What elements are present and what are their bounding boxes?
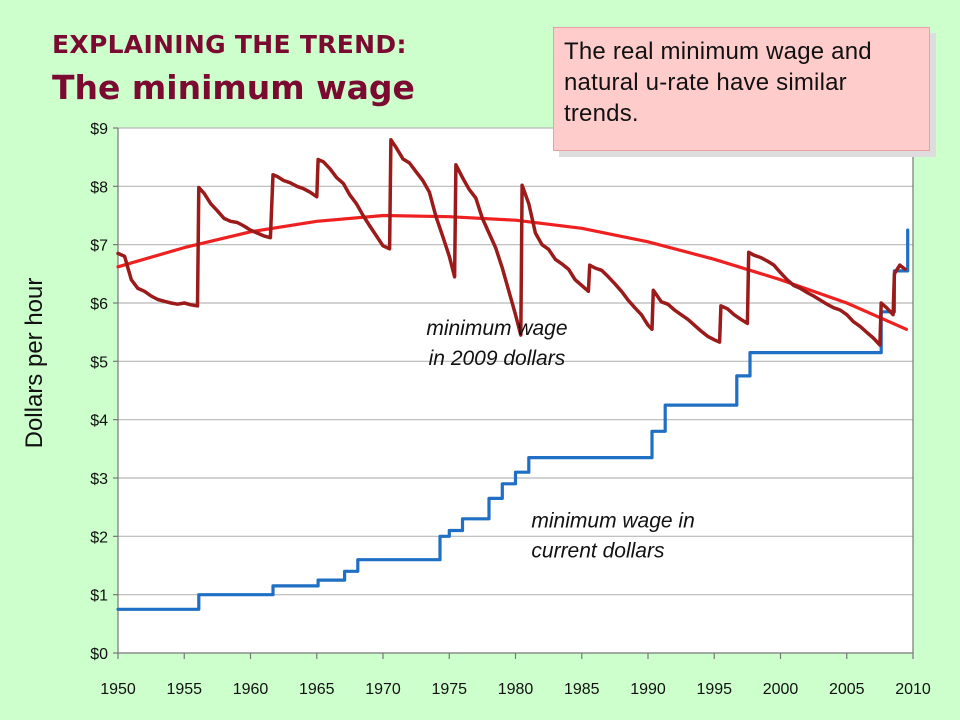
plot-area — [118, 128, 913, 653]
slide-title-line-2: The minimum wage — [52, 68, 415, 107]
y-tick-label: $1 — [90, 588, 108, 605]
annotation-line: minimum wage in — [531, 510, 694, 533]
x-tick-label: 1980 — [498, 681, 534, 698]
series-line-nominal — [116, 228, 910, 611]
slide-title-line-1: EXPLAINING THE TREND: — [52, 30, 407, 59]
gridlines — [118, 127, 913, 596]
x-tick-label: 1970 — [365, 681, 401, 698]
y-tick-label: $4 — [90, 413, 108, 430]
annotations: minimum wage in 2009 dollars minimum wage … — [426, 317, 694, 562]
y-axis-label: Dollars per hour — [21, 278, 48, 449]
x-tick-label: 1955 — [166, 681, 202, 698]
series-layer — [116, 137, 910, 611]
y-tick-label: $2 — [90, 529, 108, 546]
x-tick-label: 1975 — [431, 681, 467, 698]
annotation-line: current dollars — [531, 540, 665, 563]
y-tick-label: $3 — [90, 471, 108, 488]
x-tick-label: 2005 — [829, 681, 865, 698]
callout-box: The real minimum wage and natural u-rate… — [553, 27, 930, 151]
x-tick-label: 1965 — [299, 681, 335, 698]
x-tick-label: 1960 — [233, 681, 269, 698]
annotation-2: minimum wage in current dollars — [531, 510, 694, 563]
x-tick-label: 1995 — [696, 681, 732, 698]
x-tick-label: 2010 — [895, 681, 931, 698]
y-axis-ticks: $0 $1 $2 $3 $4 $5 $6 $7 $8 $9 — [90, 121, 118, 663]
x-axis-ticks: 1950 1955 1960 1965 1970 1975 1980 1985 1990 1995… — [100, 653, 931, 698]
annotation-1: minimum wage in 2009 dollars — [426, 317, 567, 370]
annotation-line: in 2009 dollars — [429, 347, 566, 370]
x-tick-label: 1985 — [564, 681, 600, 698]
y-tick-label: $7 — [90, 238, 108, 255]
y-tick-label: $6 — [90, 296, 108, 313]
x-tick-label: 1990 — [630, 681, 666, 698]
annotation-line: minimum wage — [426, 317, 567, 340]
x-tick-label: 1950 — [100, 681, 136, 698]
y-tick-label: $5 — [90, 354, 108, 371]
y-tick-label: $8 — [90, 179, 108, 196]
y-tick-label: $0 — [90, 646, 108, 663]
x-tick-label: 2000 — [763, 681, 799, 698]
y-tick-label: $9 — [90, 121, 108, 138]
series-line-real — [116, 137, 907, 347]
